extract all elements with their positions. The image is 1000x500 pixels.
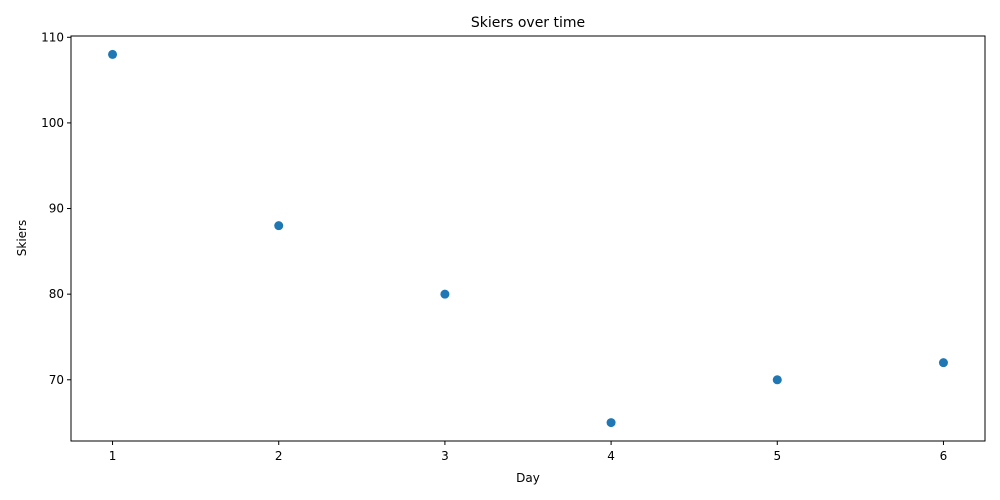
x-tick-label: 1	[109, 449, 117, 463]
x-axis-label: Day	[516, 471, 540, 485]
data-points	[108, 49, 948, 428]
x-tick-label: 3	[441, 449, 449, 463]
x-tick-label: 4	[607, 449, 615, 463]
y-axis: 70 80 90 100 110	[41, 30, 71, 387]
data-point	[440, 289, 450, 299]
plot-area	[70, 35, 986, 442]
x-axis: 1 2 3 4 5 6	[109, 441, 948, 463]
x-tick-label: 5	[773, 449, 781, 463]
y-tick-label: 100	[41, 116, 64, 130]
x-tick-label: 2	[275, 449, 283, 463]
chart-title: Skiers over time	[471, 15, 585, 31]
data-point	[938, 358, 948, 368]
data-point	[606, 418, 616, 428]
data-point	[108, 49, 118, 59]
data-point	[772, 375, 782, 385]
y-tick-label: 90	[49, 202, 64, 216]
data-point	[274, 221, 284, 231]
y-tick-label: 70	[49, 373, 64, 387]
x-tick-label: 6	[940, 449, 948, 463]
y-tick-label: 110	[41, 30, 64, 44]
y-tick-label: 80	[49, 287, 64, 301]
y-axis-label: Skiers	[15, 220, 29, 256]
